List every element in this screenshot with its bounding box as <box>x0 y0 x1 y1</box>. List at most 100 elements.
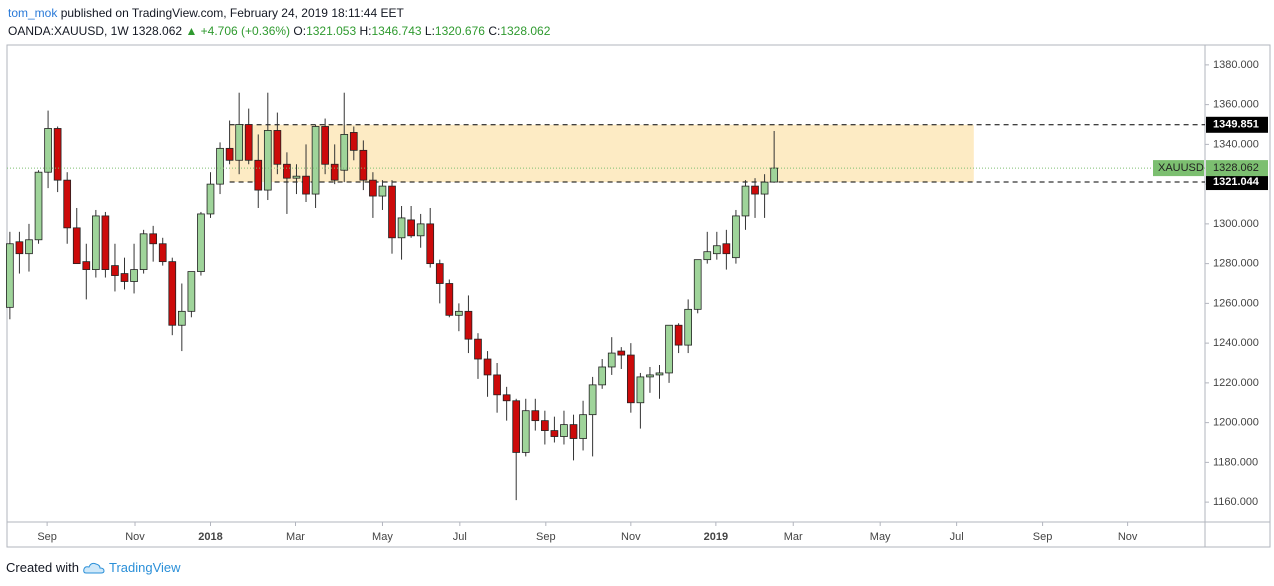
y-tick-label: 1280.000 <box>1213 258 1259 270</box>
header: tom_mok published on TradingView.com, Fe… <box>8 4 550 40</box>
candle-body <box>330 163 339 181</box>
candle-body <box>34 171 43 241</box>
candle-body <box>82 261 91 270</box>
axes: 1160.000 1180.000 1200.000 1220.000 1240.000… <box>37 59 1268 543</box>
y-tick-label: 1200.000 <box>1213 417 1259 429</box>
x-tick-label: May <box>372 531 393 543</box>
candle-body <box>273 130 282 165</box>
footer: Created with TradingView <box>6 560 181 575</box>
c-value: 1328.062 <box>500 24 551 38</box>
candle-body <box>512 400 521 453</box>
candle-body <box>474 338 482 360</box>
created: Created with <box>6 560 79 575</box>
candle-body <box>416 223 425 237</box>
candle-body <box>646 374 654 378</box>
candle-body <box>388 185 396 239</box>
candle-body <box>684 308 692 346</box>
l-label: L: <box>424 24 435 38</box>
candle-body <box>626 354 635 404</box>
candle-body <box>636 376 645 404</box>
candle-body <box>445 283 454 316</box>
candle-body <box>550 430 559 437</box>
author[interactable]: tom_mok <box>8 6 58 20</box>
candle-body <box>521 410 530 453</box>
y-tick-label: 1300.000 <box>1213 218 1259 230</box>
candle-body <box>130 269 138 282</box>
candle-body <box>579 414 587 439</box>
y-tick-label: 1240.000 <box>1213 337 1259 349</box>
candle-body <box>598 366 607 386</box>
x-tick-label: Nov <box>125 531 145 543</box>
candle-body <box>44 128 52 173</box>
candle-body <box>693 259 702 310</box>
candle-body <box>751 185 759 195</box>
candle-body <box>531 410 540 422</box>
candle-body <box>225 147 234 161</box>
name-tag <box>1153 160 1204 177</box>
candle-body <box>674 324 683 346</box>
x-tick-label: Nov <box>1118 531 1138 543</box>
candle-body <box>359 149 368 181</box>
candle-body <box>149 233 158 245</box>
candle-body <box>369 179 377 197</box>
h-value: 1346.743 <box>371 24 422 38</box>
last-price-tag <box>1206 160 1268 177</box>
last: 1328.062 <box>132 24 183 38</box>
last-price-label: 1328.062 <box>1213 162 1259 174</box>
candle-body <box>311 126 320 195</box>
candle-body <box>741 185 750 217</box>
y-tick-label: 1360.000 <box>1213 99 1259 111</box>
x-tick-label: Mar <box>784 531 803 543</box>
candle-body <box>292 175 301 179</box>
candle-body <box>302 175 310 195</box>
candle-body <box>607 352 616 368</box>
level-label: 1349.851 <box>1213 119 1259 131</box>
zone-layer <box>229 124 1205 183</box>
x-tick-label: 2018 <box>198 531 222 543</box>
x-tick-label: Sep <box>37 531 57 543</box>
x-tick-label: Mar <box>286 531 305 543</box>
o-label: O: <box>293 24 307 38</box>
candle-body <box>340 134 349 171</box>
l-value: 1320.676 <box>434 24 485 38</box>
candle-body <box>101 215 110 270</box>
candle-body <box>588 384 597 416</box>
candle-body <box>120 273 129 282</box>
candle-body <box>72 227 81 265</box>
candle-body <box>770 167 778 183</box>
candle-body <box>435 263 444 284</box>
brand[interactable]: TradingView <box>108 560 181 575</box>
candle-body <box>407 219 415 237</box>
candle-body <box>617 350 626 356</box>
candle-body <box>397 217 406 239</box>
candle-body <box>92 215 100 270</box>
candle-body <box>206 183 215 215</box>
x-tick-label: 2019 <box>704 531 728 543</box>
candle-body <box>464 310 473 340</box>
candle-body <box>493 374 501 396</box>
candle-body <box>111 265 119 276</box>
candle-body <box>569 424 578 439</box>
candle-body <box>139 233 148 270</box>
h-label: H: <box>359 24 372 38</box>
candle-body <box>732 215 740 259</box>
candle-body <box>25 239 33 255</box>
candle-body <box>63 179 72 229</box>
c-label: C: <box>488 24 501 38</box>
o-value: 1321.053 <box>306 24 357 38</box>
candle-body <box>254 159 263 191</box>
x-tick-label: Jul <box>453 531 467 543</box>
candle-body <box>426 223 435 265</box>
level-label: 1321.044 <box>1213 176 1260 188</box>
candles <box>6 92 1205 501</box>
candle-body <box>244 124 253 161</box>
change-value: +4.706 (+0.36%) <box>200 24 291 38</box>
candle-body <box>760 181 769 195</box>
y-tick-label: 1380.000 <box>1213 59 1259 71</box>
candle-body <box>703 251 712 261</box>
published: published on TradingView.com, February 2… <box>60 6 404 20</box>
candle-body <box>321 126 329 165</box>
candle-body <box>216 147 224 185</box>
candle-body <box>197 213 205 272</box>
level-tag <box>1206 174 1268 191</box>
